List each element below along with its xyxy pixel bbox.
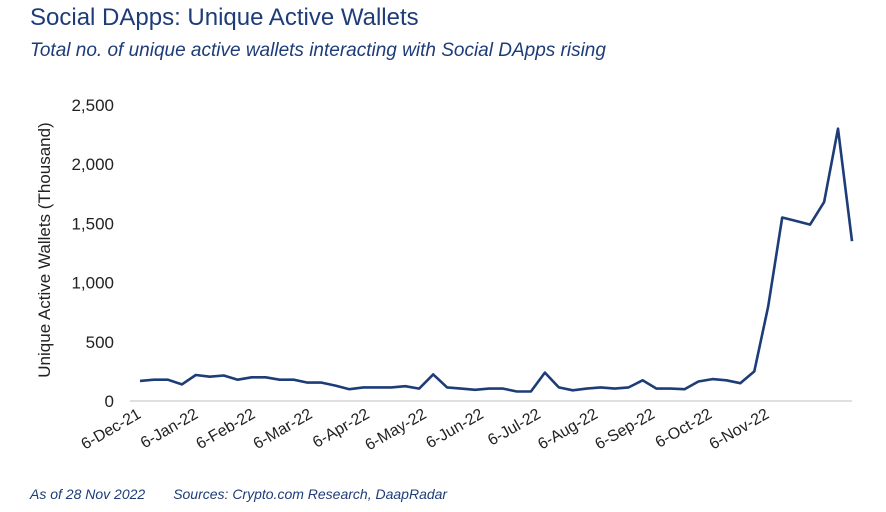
y-tick-label: 2,500 (71, 96, 114, 115)
x-tick-label: 6-Aug-22 (535, 406, 601, 454)
y-axis-label: Unique Active Wallets (Thousand) (35, 122, 54, 377)
y-tick-label: 1,500 (71, 214, 114, 233)
chart-footer: As of 28 Nov 2022 Sources: Crypto.com Res… (30, 486, 447, 502)
chart-title: Social DApps: Unique Active Wallets (30, 4, 419, 31)
x-tick-label: 6-Oct-22 (653, 406, 715, 452)
series-line (139, 127, 854, 393)
chart-subtitle: Total no. of unique active wallets inter… (30, 40, 606, 61)
y-tick-label: 500 (86, 333, 114, 352)
x-tick-label: 6-Nov-22 (707, 406, 773, 454)
x-tick-label: 6-Apr-22 (310, 406, 372, 452)
y-axis-ticks: 0 500 1,000 1,500 2,000 2,500 (71, 96, 114, 411)
x-tick-label: 6-Mar-22 (251, 406, 316, 453)
y-tick-label: 1,000 (71, 274, 114, 293)
y-tick-label: 0 (105, 392, 114, 411)
x-tick-label: 6-Dec-21 (79, 406, 145, 454)
y-tick-label: 2,000 (71, 155, 114, 174)
x-tick-label: 6-Jul-22 (485, 406, 544, 450)
x-tick-label: 6-May-22 (362, 406, 429, 455)
x-tick-label: 6-Sep-22 (592, 406, 658, 454)
as-of-date: As of 28 Nov 2022 (30, 486, 146, 502)
sources-note: Sources: Crypto.com Research, DaapRadar (173, 486, 448, 502)
x-axis-ticks: 6-Dec-216-Jan-226-Feb-226-Mar-226-Apr-22… (79, 406, 773, 455)
x-tick-label: 6-Feb-22 (193, 406, 258, 453)
x-tick-label: 6-Jun-22 (423, 406, 486, 452)
x-tick-label: 6-Jan-22 (138, 406, 201, 452)
